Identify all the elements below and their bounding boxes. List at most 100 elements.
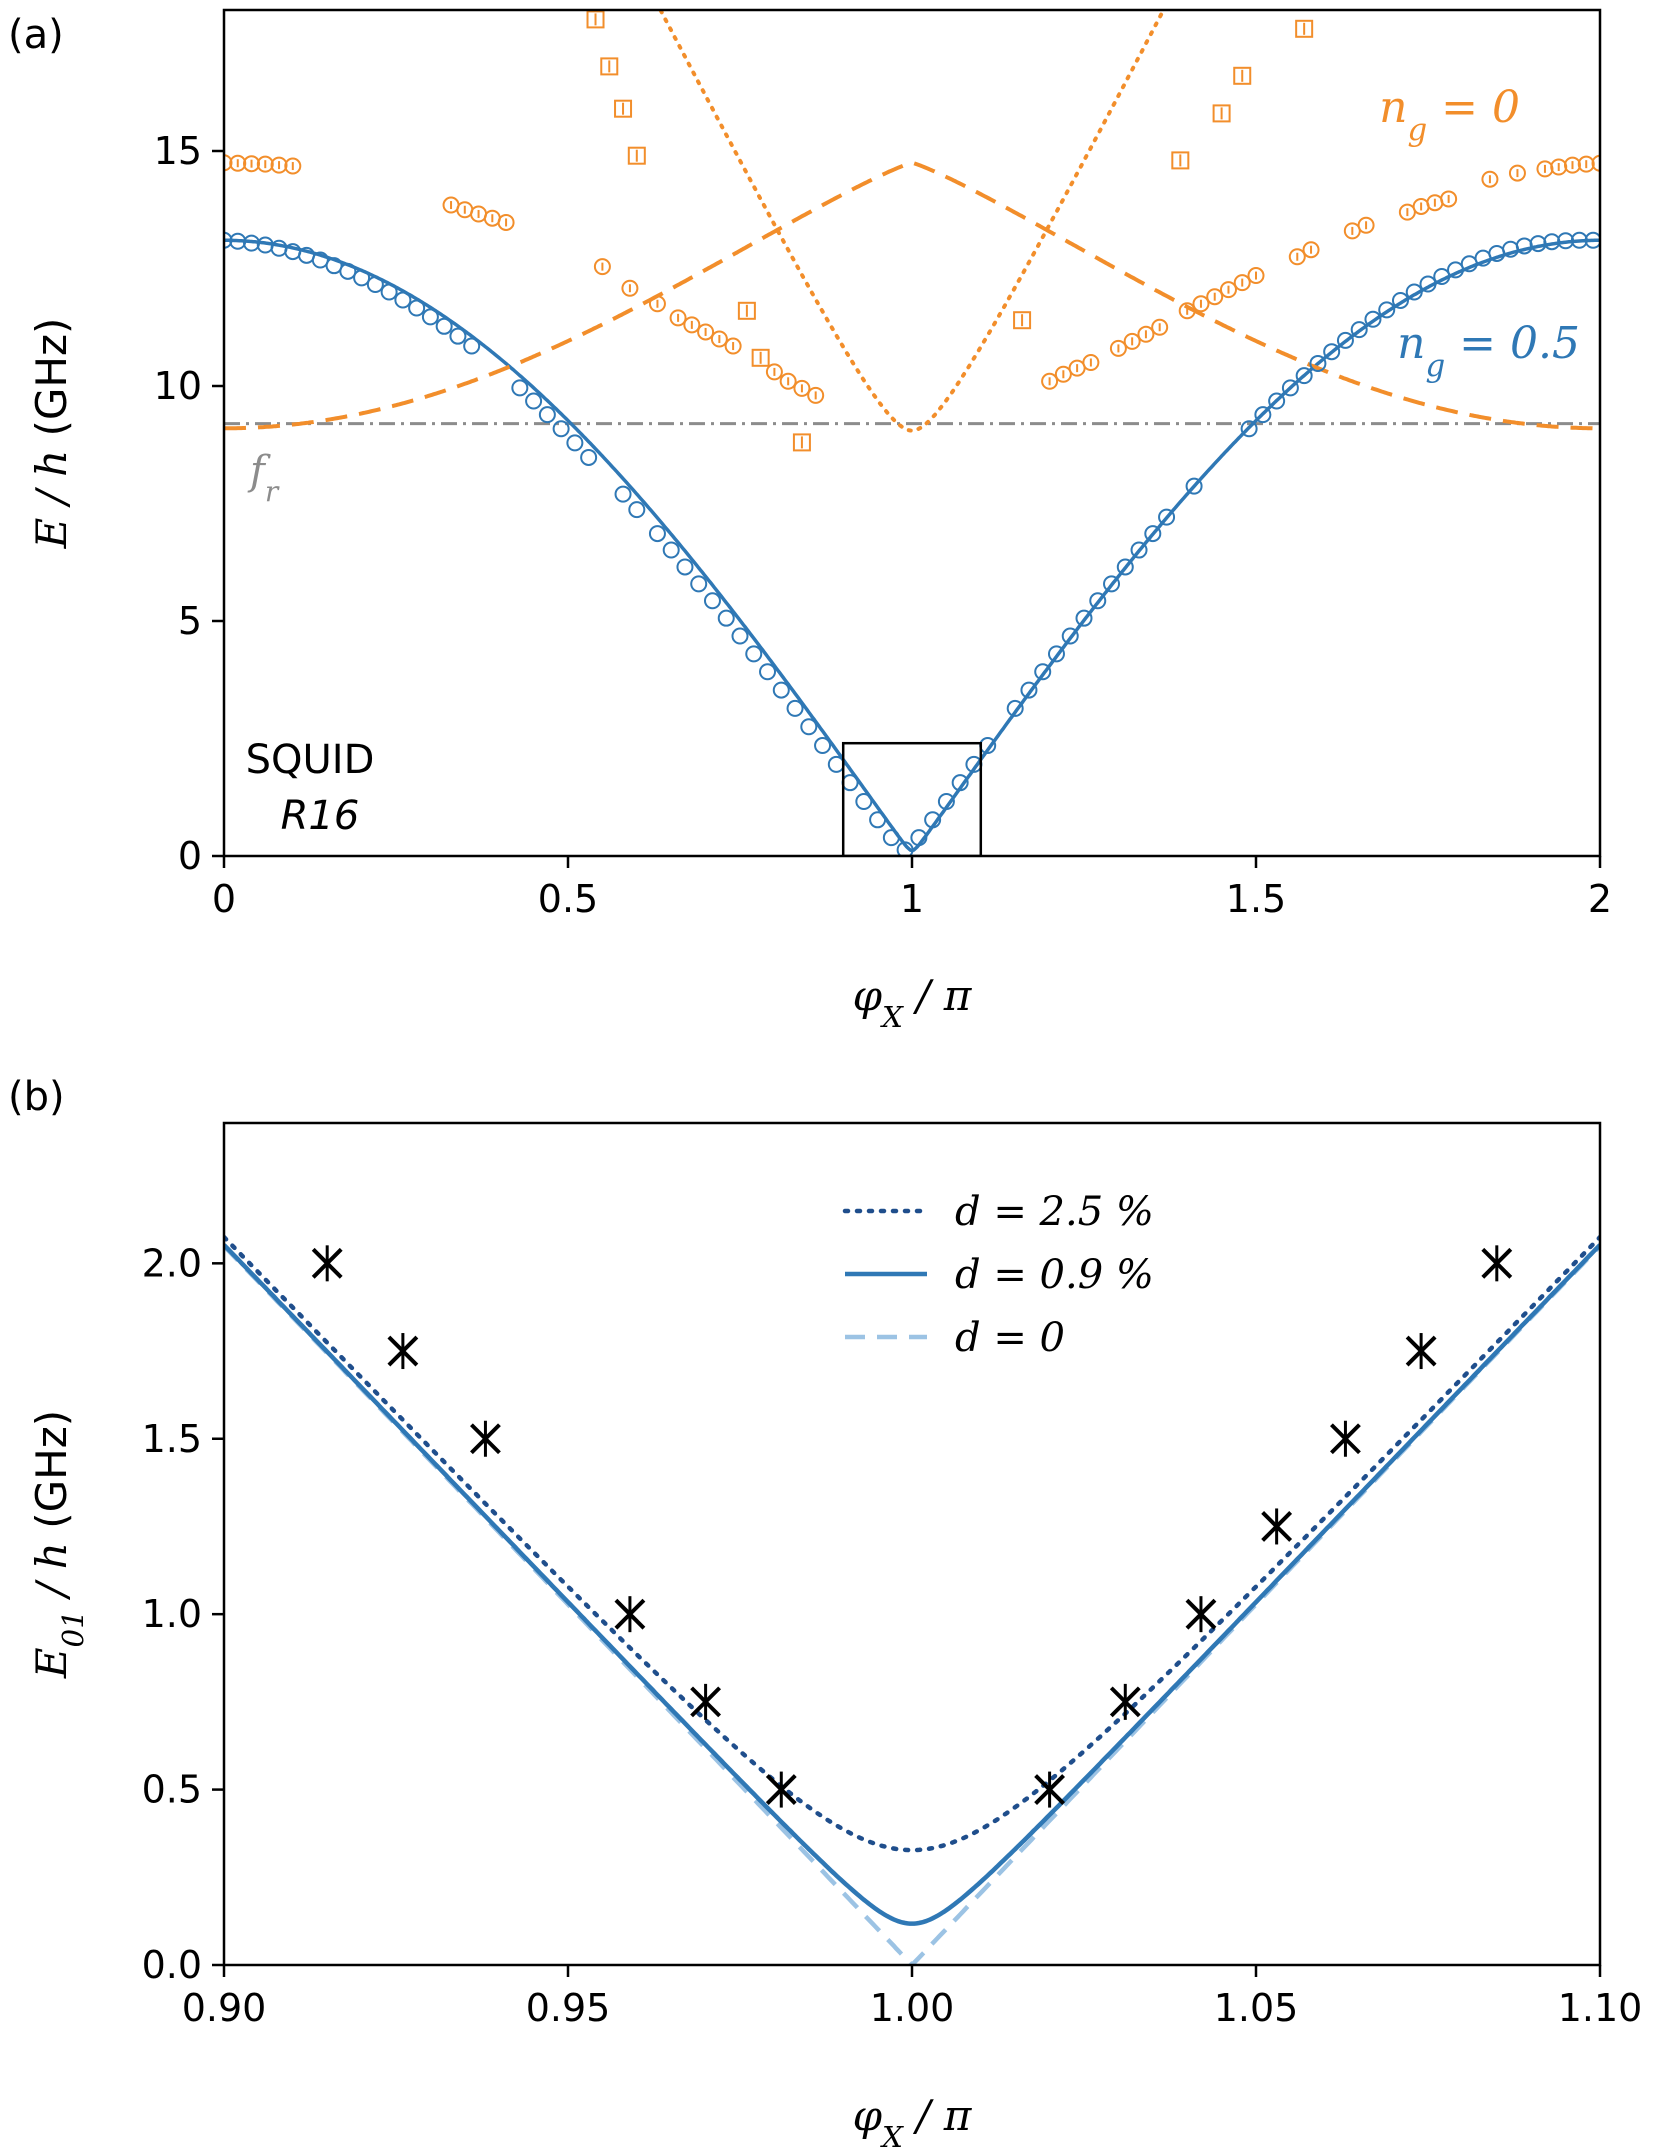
legend-label: d = 0 (955, 1315, 1065, 1361)
data-point (648, 525, 666, 543)
data-point (1185, 477, 1203, 495)
data-point (339, 262, 357, 280)
data-point (421, 308, 439, 326)
data-point (353, 269, 371, 287)
model-line-d-1 (224, 1243, 1600, 1926)
data-point (1529, 235, 1547, 253)
data-point (1233, 66, 1252, 85)
x-tick-label: 0.5 (538, 877, 598, 921)
panel-b-xlabel: φX / π (853, 2091, 973, 2148)
panel-b-label: (b) (8, 1074, 65, 1120)
data-point (669, 309, 687, 327)
data-point (951, 774, 969, 792)
data-point (566, 434, 584, 452)
data-point (1130, 541, 1148, 559)
data-point (580, 448, 598, 466)
data-point (676, 558, 694, 576)
data-point (408, 299, 426, 317)
data-point (1047, 645, 1065, 663)
data-point (827, 755, 845, 773)
data-point (224, 154, 233, 172)
x-tick-label: 0 (212, 877, 236, 921)
data-point (1109, 339, 1127, 357)
y-tick-label: 1.0 (142, 1592, 202, 1636)
x-tick-label: 1 (900, 877, 924, 921)
panel-b-frame (222, 1121, 1602, 1967)
data-point (525, 392, 543, 410)
data-point (683, 316, 701, 334)
data-point (1013, 311, 1032, 330)
data-point (882, 829, 900, 847)
data-point (627, 146, 646, 165)
data-point (614, 99, 633, 118)
zoom-box (841, 741, 983, 856)
data-point (779, 372, 797, 390)
data-point (1219, 281, 1237, 299)
data-point (1206, 288, 1224, 306)
data-point (724, 337, 742, 355)
data-point (841, 774, 859, 792)
data-point (463, 337, 481, 355)
data-point (731, 627, 749, 645)
squid-annotation: SQUID (246, 737, 375, 783)
data-point (1577, 155, 1595, 173)
data-point (1254, 406, 1272, 424)
data-point (1137, 325, 1155, 343)
data-point (1082, 354, 1100, 371)
data-point (394, 291, 412, 309)
data-point (737, 301, 756, 320)
data-point (586, 10, 605, 29)
legend-label: d = 0.9 % (955, 1252, 1154, 1298)
data-point (1171, 151, 1190, 170)
y-tick-label: 0.0 (142, 1943, 202, 1987)
data-point (1116, 558, 1134, 576)
data-point (1543, 233, 1561, 251)
data-point (697, 323, 715, 341)
data-point (1405, 283, 1423, 301)
data-point (910, 829, 928, 847)
data-point (855, 792, 873, 810)
y-tick-label: 5 (178, 599, 202, 643)
data-point (1323, 343, 1341, 361)
data-point (1212, 104, 1231, 123)
fr-annotation: fr (247, 448, 280, 508)
data-point (270, 156, 288, 174)
data-point (1034, 663, 1052, 681)
data-point (243, 155, 261, 173)
legend-label: d = 2.5 % (955, 1189, 1154, 1235)
data-point (792, 433, 811, 452)
data-point (600, 57, 619, 76)
ng05-annotation: ng = 0.5 (1397, 318, 1580, 384)
data-point (703, 592, 721, 610)
data-point (751, 348, 770, 367)
data-point (1075, 609, 1093, 627)
panel-a-frame (222, 8, 1602, 858)
data-point (380, 283, 398, 301)
panel-a-ylabel: E / h (GHz) (27, 318, 76, 550)
data-point (759, 663, 777, 681)
data-point (1089, 592, 1107, 610)
data-point (1192, 295, 1210, 313)
data-point (497, 213, 515, 231)
x-tick-label: 0.90 (182, 1986, 267, 2030)
data-point (1061, 627, 1079, 645)
ng05-model-line (224, 238, 1600, 853)
data-point (1557, 232, 1575, 250)
data-point (1103, 575, 1121, 593)
y-tick-label: 10 (154, 364, 202, 408)
data-point (511, 379, 529, 397)
data-point (435, 317, 453, 335)
data-point (896, 841, 914, 856)
data-point (648, 295, 666, 313)
data-point (1144, 525, 1162, 543)
data-point (1178, 302, 1196, 320)
data-point (1247, 267, 1265, 285)
data-point (628, 501, 646, 519)
data-point (621, 279, 639, 297)
data-point (1020, 681, 1038, 699)
data-point (1054, 365, 1072, 383)
data-point (1006, 699, 1024, 717)
data-point (745, 645, 763, 663)
data-point (538, 406, 556, 424)
sample-annotation: R16 (281, 793, 360, 839)
